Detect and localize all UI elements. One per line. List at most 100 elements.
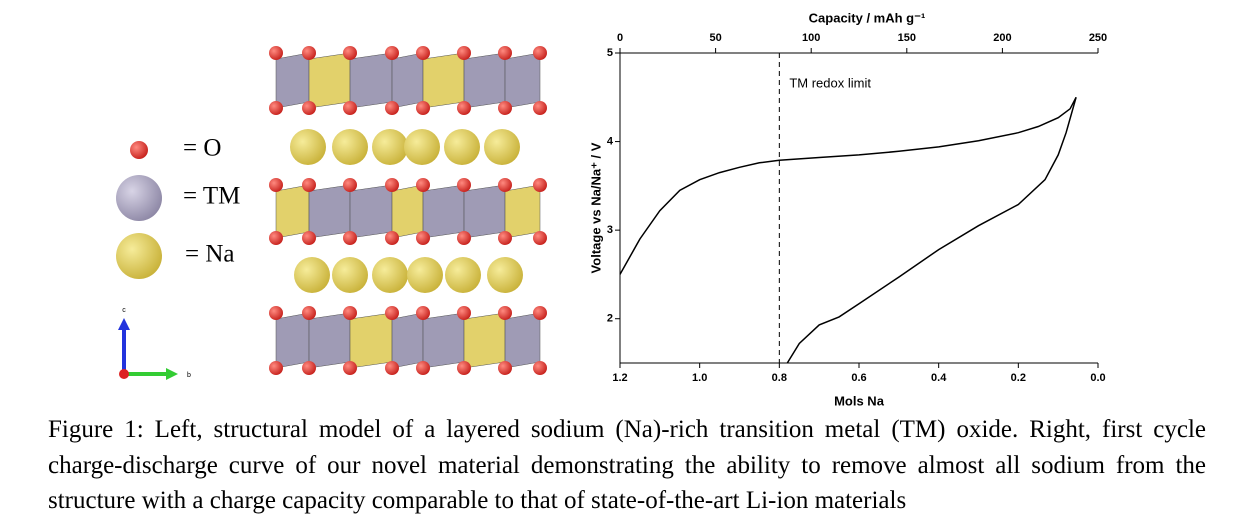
x2-tick-label: 50 — [709, 32, 721, 44]
x-tick-label: 0.6 — [851, 372, 866, 384]
y-tick-label: 4 — [607, 135, 614, 147]
oxygen-atom — [302, 306, 316, 320]
polyhedron — [349, 52, 393, 109]
oxygen-atom — [269, 178, 283, 192]
oxygen-atom — [416, 231, 430, 245]
oxygen-atom — [416, 46, 430, 60]
oxygen-atom — [302, 101, 316, 115]
oxygen-atom — [457, 46, 471, 60]
oxygen-atom — [343, 361, 357, 375]
y-tick-label: 2 — [607, 313, 613, 325]
polyhedron — [504, 184, 541, 239]
oxygen-atom — [343, 231, 357, 245]
figure: = O = TM = Na c b 1.2 1.0 0.8 0.6 0.4 0.2 0.0 0… — [116, 10, 1107, 408]
sodium-atom — [484, 129, 520, 165]
polyhedron — [349, 184, 393, 239]
polyhedron — [422, 312, 465, 369]
x2-tick-label: 100 — [802, 32, 820, 44]
oxygen-atom — [343, 306, 357, 320]
oxygen-atom — [385, 101, 399, 115]
caption: Figure 1: Left, structural model of a la… — [48, 416, 1206, 514]
polyhedron — [463, 184, 506, 239]
oxygen-atom — [457, 178, 471, 192]
polyhedron — [504, 52, 541, 109]
sodium-atom — [290, 129, 326, 165]
na-legend-icon — [116, 233, 162, 279]
chart: 1.2 1.0 0.8 0.6 0.4 0.2 0.0 0 50 100 150 200 250 2 3 4 5… — [588, 10, 1107, 408]
x-axis-label: Mols Na — [834, 393, 885, 408]
oxygen-atom — [269, 101, 283, 115]
oxygen-atom — [498, 231, 512, 245]
oxygen-atom — [302, 361, 316, 375]
oxygen-atom — [498, 101, 512, 115]
legend-label: = Na — [185, 241, 235, 268]
sodium-atom — [294, 257, 330, 293]
legend-label: = O — [183, 135, 221, 162]
arrowhead — [166, 368, 178, 380]
sodium-atom — [372, 129, 408, 165]
oxygen-atom — [533, 178, 547, 192]
oxygen-atom — [385, 306, 399, 320]
axis-label-c: c — [122, 307, 126, 314]
y-axis-label: Voltage vs Na/Na⁺ / V — [588, 142, 603, 273]
x2-axis-label: Capacity / mAh g⁻¹ — [809, 10, 926, 25]
x-tick-label: 1.2 — [612, 372, 627, 384]
tm-legend-icon — [116, 175, 162, 221]
arrowhead — [118, 318, 130, 330]
oxygen-atom — [343, 46, 357, 60]
sodium-atom — [332, 129, 368, 165]
legend-label: = TM — [183, 183, 240, 210]
oxygen-atom — [498, 46, 512, 60]
oxygen-atom — [533, 101, 547, 115]
polyhedron — [275, 184, 310, 239]
oxygen-atom — [533, 46, 547, 60]
x2-tick-label: 250 — [1089, 32, 1107, 44]
oxygen-atom — [498, 361, 512, 375]
sodium-atom — [444, 129, 480, 165]
oxygen-atom — [302, 46, 316, 60]
polyhedron — [422, 184, 465, 239]
oxygen-atom — [269, 231, 283, 245]
y-tick-label: 5 — [607, 47, 613, 59]
polyhedron — [463, 312, 506, 369]
polyhedron — [463, 52, 506, 109]
x-tick-label: 0.4 — [931, 372, 947, 384]
x-tick-label: 0.8 — [772, 372, 787, 384]
oxygen-atom — [343, 178, 357, 192]
oxygen-atom — [385, 361, 399, 375]
polyhedron — [391, 184, 424, 239]
polyhedron — [275, 312, 310, 369]
oxygen-atom — [498, 178, 512, 192]
y-tick-label: 3 — [607, 224, 613, 236]
sodium-atom — [372, 257, 408, 293]
sodium-atom — [445, 257, 481, 293]
polyhedron — [308, 52, 351, 109]
oxygen-atom — [302, 231, 316, 245]
oxygen-atom — [302, 178, 316, 192]
x2-tick-label: 0 — [617, 32, 623, 44]
axis-label-b: b — [187, 372, 191, 379]
oxygen-atom — [533, 361, 547, 375]
structure-model — [269, 46, 547, 375]
curve — [619, 96, 1077, 275]
curve — [786, 97, 1077, 364]
oxygen-atom — [457, 361, 471, 375]
oxygen-atom — [385, 178, 399, 192]
origin — [119, 369, 129, 379]
oxygen-atom — [533, 306, 547, 320]
x-tick-label: 0.0 — [1090, 372, 1105, 384]
polyhedron — [391, 312, 424, 369]
oxygen-atom — [269, 46, 283, 60]
oxygen-atom — [343, 101, 357, 115]
polyhedron — [308, 184, 351, 239]
oxygen-atom — [385, 231, 399, 245]
annotation: TM redox limit — [789, 75, 871, 90]
sodium-atom — [404, 129, 440, 165]
sodium-atom — [407, 257, 443, 293]
x-tick-label: 0.2 — [1011, 372, 1026, 384]
oxygen-atom — [533, 231, 547, 245]
oxygen-atom — [269, 306, 283, 320]
oxygen-atom — [416, 361, 430, 375]
oxygen-atom — [457, 101, 471, 115]
